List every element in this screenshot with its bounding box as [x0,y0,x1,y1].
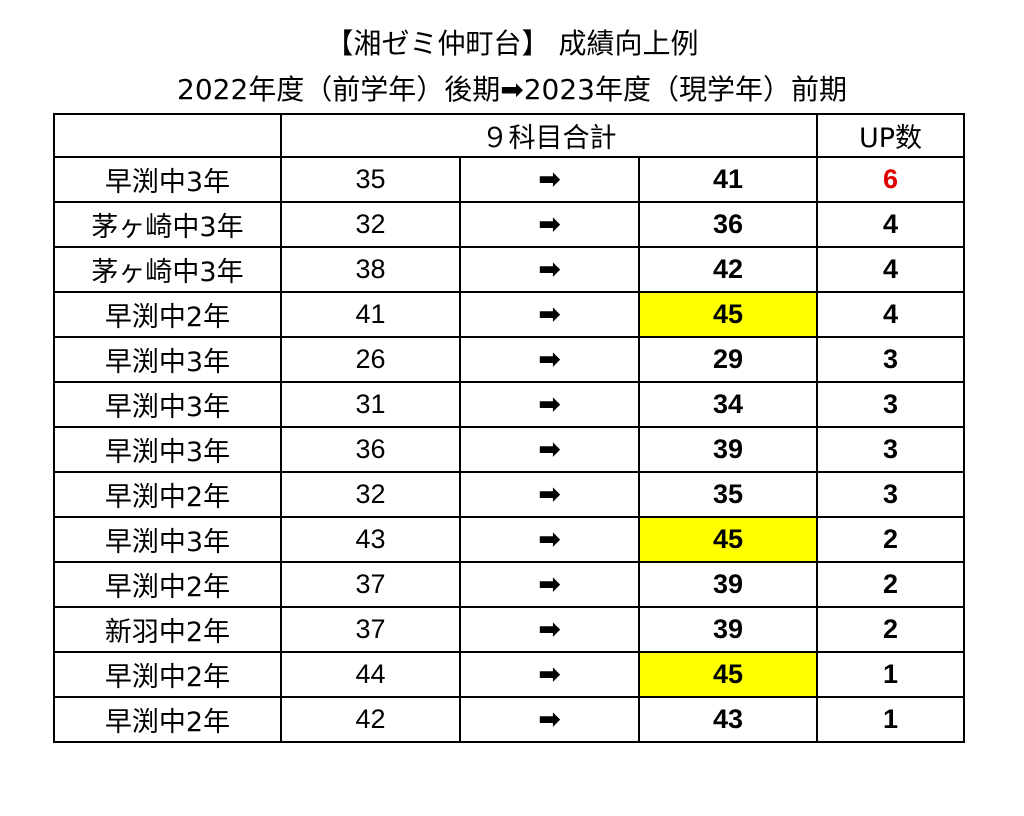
school-grade-cell: 早渕中2年 [53,291,282,338]
school-grade-cell: 早渕中2年 [53,651,282,698]
school-grade-cell: 早渕中2年 [53,561,282,608]
score-before-cell: 35 [280,156,461,203]
score-before-cell: 42 [280,696,461,743]
score-before-cell: 36 [280,426,461,473]
score-before-cell: 37 [280,561,461,608]
school-grade-cell: 早渕中3年 [53,516,282,563]
up-count-cell: 4 [816,291,966,338]
table-row: 早渕中2年 32 ➡ 35 3 [53,471,966,518]
arrow-icon: ➡ [459,201,640,248]
school-grade-cell: 早渕中3年 [53,381,282,428]
score-after-cell: 45 [637,291,819,338]
up-count-cell: 2 [816,561,966,608]
up-count-cell: 6 [816,156,966,203]
school-grade-cell: 早渕中3年 [53,336,282,383]
arrow-icon: ➡ [459,696,640,743]
score-after-cell: 39 [637,426,819,473]
arrow-icon: ➡ [459,561,640,608]
header-up-count: UP数 [816,113,966,158]
up-count-cell: 3 [816,381,966,428]
score-after-cell: 29 [637,336,819,383]
page-subtitle: 2022年度（前学年）後期➡2023年度（現学年）前期 [177,73,847,106]
score-before-cell: 32 [280,471,461,518]
school-grade-cell: 早渕中3年 [53,426,282,473]
arrow-icon: ➡ [459,291,640,338]
table-row: 早渕中3年 26 ➡ 29 3 [53,336,966,383]
arrow-icon: ➡ [459,426,640,473]
table-row: 早渕中2年 37 ➡ 39 2 [53,561,966,608]
table-row: 新羽中2年 37 ➡ 39 2 [53,606,966,653]
school-grade-cell: 茅ヶ崎中3年 [53,246,282,293]
score-before-cell: 43 [280,516,461,563]
score-before-cell: 44 [280,651,461,698]
up-count-cell: 3 [816,471,966,518]
arrow-icon: ➡ [459,471,640,518]
score-after-cell: 34 [637,381,819,428]
school-grade-cell: 新羽中2年 [53,606,282,653]
score-after-cell: 35 [637,471,819,518]
score-after-cell: 36 [637,201,819,248]
arrow-icon: ➡ [459,516,640,563]
score-after-cell: 39 [637,606,819,653]
header-empty-cell [53,113,282,158]
score-after-cell: 39 [637,561,819,608]
table-row: 早渕中2年 41 ➡ 45 4 [53,291,966,338]
school-grade-cell: 早渕中3年 [53,156,282,203]
score-before-cell: 37 [280,606,461,653]
table-row: 茅ヶ崎中3年 38 ➡ 42 4 [53,246,966,293]
score-after-cell: 42 [637,246,819,293]
table-row: 早渕中2年 42 ➡ 43 1 [53,696,966,743]
results-table-body: ９科目合計 UP数 早渕中3年 35 ➡ 41 6 茅ヶ崎中3年 32 ➡ 36 4 茅ヶ崎中3年 3… [53,113,966,743]
up-count-cell: 2 [816,606,966,653]
arrow-icon: ➡ [459,336,640,383]
score-after-cell: 45 [637,516,819,563]
up-count-cell: 4 [816,201,966,248]
arrow-icon: ➡ [459,156,640,203]
school-grade-cell: 早渕中2年 [53,471,282,518]
table-row: 早渕中3年 43 ➡ 45 2 [53,516,966,563]
table-row: 早渕中3年 35 ➡ 41 6 [53,156,966,203]
header-total-subjects: ９科目合計 [279,113,819,158]
page-title: 【湘ゼミ仲町台】 成績向上例 [325,27,699,60]
score-before-cell: 31 [280,381,461,428]
table-header-row: ９科目合計 UP数 [53,113,966,158]
table-row: 茅ヶ崎中3年 32 ➡ 36 4 [53,201,966,248]
score-after-cell: 45 [637,651,819,698]
up-count-cell: 3 [816,336,966,383]
score-before-cell: 26 [280,336,461,383]
score-before-cell: 38 [280,246,461,293]
score-after-cell: 41 [637,156,819,203]
up-count-cell: 4 [816,246,966,293]
table-row: 早渕中3年 36 ➡ 39 3 [53,426,966,473]
up-count-cell: 1 [816,696,966,743]
school-grade-cell: 早渕中2年 [53,696,282,743]
score-after-cell: 43 [637,696,819,743]
arrow-icon: ➡ [459,651,640,698]
up-count-cell: 3 [816,426,966,473]
table-row: 早渕中2年 44 ➡ 45 1 [53,651,966,698]
arrow-icon: ➡ [459,606,640,653]
arrow-icon: ➡ [459,246,640,293]
score-before-cell: 32 [280,201,461,248]
school-grade-cell: 茅ヶ崎中3年 [53,201,282,248]
arrow-icon: ➡ [459,381,640,428]
results-table: ９科目合計 UP数 早渕中3年 35 ➡ 41 6 茅ヶ崎中3年 32 ➡ 36 4 茅ヶ崎中3年 3… [53,113,966,743]
score-before-cell: 41 [280,291,461,338]
table-row: 早渕中3年 31 ➡ 34 3 [53,381,966,428]
up-count-cell: 2 [816,516,966,563]
up-count-cell: 1 [816,651,966,698]
